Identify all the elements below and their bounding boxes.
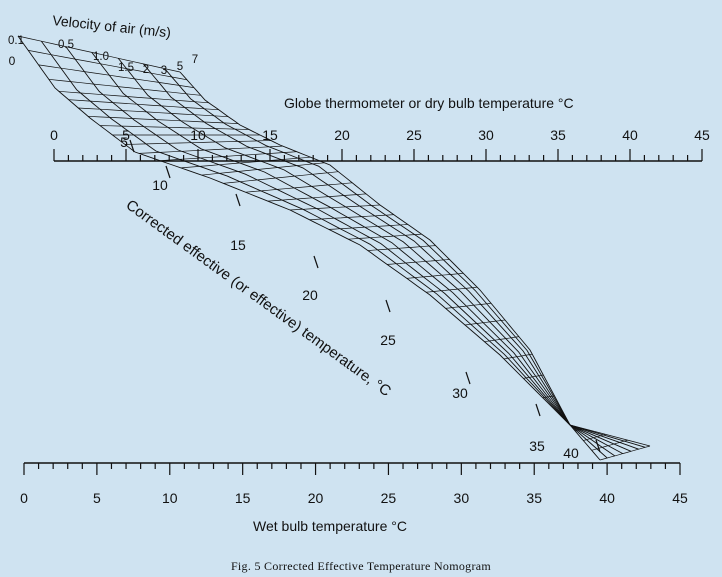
velocity-label: 1.5 — [118, 62, 134, 74]
wet-tick-label: 15 — [235, 490, 251, 506]
temperature-connector — [523, 374, 544, 379]
cet-axis-title: Corrected effective (or effective) tempe… — [123, 196, 395, 400]
globe-tick-label: 5 — [122, 127, 130, 143]
temperature-connector — [309, 214, 394, 221]
temperature-connector — [574, 428, 584, 432]
cet-tick-label: 10 — [152, 177, 168, 193]
temperature-connector — [387, 259, 450, 265]
globe-tick-label: 15 — [262, 127, 278, 143]
globe-tick-label: 0 — [50, 127, 58, 143]
cet-tick — [465, 371, 471, 385]
wet-tick-label: 25 — [381, 490, 397, 506]
velocity-label: 3 — [161, 65, 167, 77]
temperature-connector — [17, 35, 181, 73]
cet-tick-label: 25 — [380, 332, 396, 348]
temperature-connector — [583, 433, 606, 441]
temperature-connector — [484, 336, 519, 343]
temperature-connector — [328, 224, 408, 230]
cet-tick — [129, 139, 135, 153]
cet-tick-label: 35 — [529, 438, 545, 454]
temperature-connector — [223, 171, 339, 184]
velocity-label: 2 — [143, 64, 149, 76]
cet-tick — [595, 439, 601, 453]
temperature-connector — [599, 445, 651, 461]
temperature-connector — [542, 395, 555, 399]
temperature-connector — [58, 90, 209, 104]
velocity-grid — [17, 35, 651, 461]
wet-tick-label: 10 — [162, 490, 178, 506]
cet-tick-label: 5 — [120, 134, 128, 150]
temperature-connector — [48, 78, 201, 96]
temperature-connector — [201, 162, 325, 176]
temperature-connector — [562, 416, 566, 418]
temperature-connector — [503, 353, 533, 360]
temperature-connector — [348, 233, 422, 240]
velocity-label: 5 — [177, 61, 183, 73]
axes-group: 0 5 10 15 20 25 30 35 40 450 5 10 15 20 25 30 35 40 450.1 0… — [8, 35, 710, 506]
wet-tick-label: 40 — [599, 490, 615, 506]
cet-tick-label: 30 — [452, 385, 468, 401]
globe-tick-label: 25 — [406, 127, 422, 143]
temperature-connector — [88, 115, 239, 124]
cet-tick — [535, 403, 541, 417]
globe-tick-label: 45 — [694, 127, 710, 143]
temperature-connector — [99, 125, 249, 130]
velocity-label: 7 — [192, 54, 198, 66]
velocity-label: 0 — [9, 54, 16, 68]
wet-tick-label: 45 — [672, 490, 688, 506]
temperature-connector — [124, 140, 272, 145]
temperature-connector — [367, 245, 436, 251]
wet-tick-label: 0 — [20, 490, 28, 506]
temperature-connector — [28, 50, 187, 81]
velocity-label: 1.0 — [93, 51, 109, 63]
temperature-connector — [245, 182, 353, 193]
temperature-connector — [267, 193, 367, 202]
velocity-label: 0.1 — [8, 35, 24, 47]
figure-caption: Fig. 5 Corrected Effective Temperature N… — [230, 559, 492, 573]
cet-tick — [313, 255, 319, 269]
velocity-curve — [143, 63, 639, 450]
temperature-connector — [139, 145, 283, 154]
wet-tick-label: 5 — [93, 490, 101, 506]
globe-tick-label: 40 — [622, 127, 638, 143]
temperature-connector — [78, 107, 229, 118]
wet-tick-label: 30 — [454, 490, 470, 506]
temperature-connector — [38, 64, 194, 88]
velocity-axis-title: Velocity of air (m/s) — [52, 12, 172, 40]
temperature-connector — [591, 439, 628, 451]
temperature-connector — [406, 272, 464, 279]
globe-axis-title: Globe thermometer or dry bulb temperatur… — [284, 95, 574, 111]
temperature-connector — [159, 151, 297, 162]
globe-tick-label: 35 — [550, 127, 566, 143]
cet-tick-label: 40 — [563, 445, 579, 461]
velocity-curve — [164, 68, 646, 448]
cet-tick — [165, 165, 171, 179]
wet-axis-title: Wet bulb temperature °C — [253, 518, 407, 534]
temperature-connector — [445, 302, 492, 309]
wet-tick-label: 20 — [308, 490, 324, 506]
cet-tick — [235, 193, 241, 207]
globe-tick-label: 20 — [334, 127, 350, 143]
velocity-label: 0.5 — [58, 39, 74, 51]
temperature-connector — [180, 156, 311, 169]
wet-tick-label: 35 — [526, 490, 542, 506]
cet-tick-label: 20 — [302, 287, 318, 303]
temperature-connector — [426, 286, 478, 293]
temperature-connector — [289, 204, 381, 211]
temperature-connector — [68, 99, 219, 111]
globe-tick-label: 10 — [190, 127, 206, 143]
temperature-connector — [464, 319, 506, 326]
cet-tick-label: 15 — [230, 237, 246, 253]
cet-tick — [385, 299, 391, 313]
globe-tick-label: 30 — [478, 127, 494, 143]
